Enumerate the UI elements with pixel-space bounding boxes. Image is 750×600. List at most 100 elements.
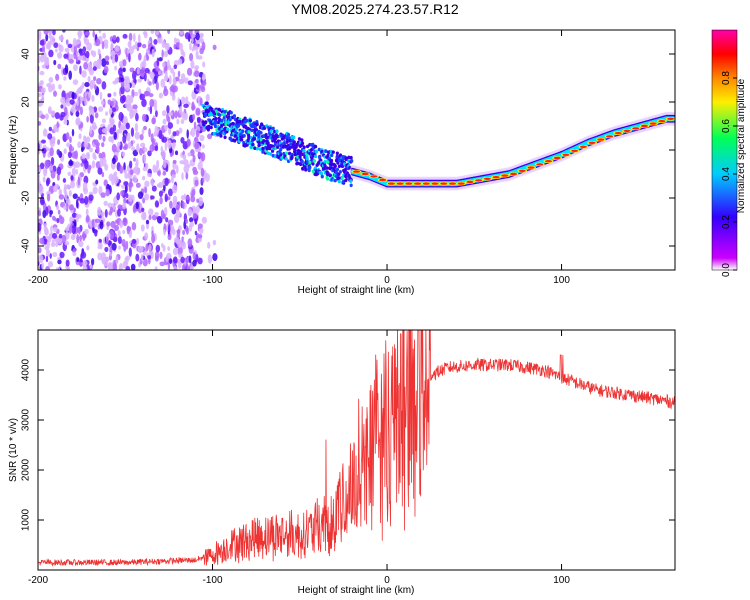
spectrogram-noise-blob: [178, 42, 184, 51]
spectrogram-noise-blob: [62, 178, 67, 183]
spectrogram-noise-blob: [144, 67, 150, 74]
spectrogram-noise-blob: [176, 118, 180, 125]
spectrogram-noise-blob: [113, 236, 118, 243]
spectrogram-noise-blob: [196, 198, 200, 203]
spectrogram-noise-blob: [122, 202, 127, 210]
spectrogram-track-blob: [299, 162, 303, 167]
spectrogram-noise-blob: [72, 37, 77, 47]
spectrogram-track-blob: [275, 129, 279, 134]
spectrogram-noise-blob: [176, 258, 182, 264]
colorbar-tick-label: 0.8: [721, 71, 732, 85]
spectrogram-noise-blob: [192, 212, 198, 219]
spectrogram-noise-blob: [38, 30, 42, 39]
spectrogram-noise-blob: [128, 247, 132, 257]
spectrogram-noise-blob: [181, 264, 186, 270]
snr-ylabel: SNR (10 * v/v): [8, 418, 19, 482]
spectrogram-noise-blob: [72, 64, 78, 71]
spectrogram-track-blob: [286, 139, 290, 143]
spectrogram-track-blob: [292, 140, 296, 144]
spectrogram-noise-blob: [87, 75, 91, 83]
colorbar-tick-label: 0.4: [721, 167, 732, 181]
spectrogram-track-blob: [329, 160, 333, 165]
spectrogram-noise-blob: [104, 55, 110, 62]
spectrogram-noise-blob: [98, 133, 102, 141]
spectrogram-noise-blob: [114, 53, 119, 63]
spectrogram-noise-blob: [172, 159, 177, 164]
spectrogram-noise-blob: [125, 240, 129, 250]
spectrogram-noise-blob: [83, 141, 89, 148]
spectrogram-noise-blob: [187, 163, 191, 168]
spectrogram-noise-blob: [53, 124, 57, 133]
spectrogram-track-blob: [223, 109, 227, 114]
spectrogram-track-blob: [269, 129, 273, 133]
spectrogram-noise-blob: [75, 110, 80, 118]
spectrogram-noise-blob: [115, 255, 119, 265]
x-tick-label: -100: [203, 275, 223, 286]
spectrogram-noise-blob: [155, 110, 158, 118]
spectrogram-noise-blob: [154, 266, 158, 270]
spectrogram-noise-blob: [133, 78, 137, 84]
spectrogram-noise-blob: [45, 113, 49, 120]
spectrogram-noise-blob: [176, 42, 180, 48]
y-tick-label: -20: [21, 190, 32, 205]
spectrogram-noise-blob: [83, 62, 88, 70]
spectrogram-noise-blob: [117, 204, 122, 211]
spectrogram-track-blob: [240, 137, 244, 142]
spectrogram-track-blob: [325, 177, 330, 181]
spectrogram-track-blob: [302, 148, 306, 153]
spectrogram-noise-blob: [154, 255, 159, 262]
spectrogram-noise-blob: [66, 119, 69, 126]
spectrogram-noise-blob: [93, 155, 97, 161]
spectrogram-track-blob: [264, 133, 268, 137]
spectrogram-noise-blob: [79, 96, 86, 102]
spectrogram-noise-blob: [76, 233, 80, 244]
spectrogram-track-blob: [210, 107, 214, 111]
spectrogram-noise-blob: [155, 166, 159, 173]
spectrogram-track-blob: [326, 150, 331, 155]
spectrogram-noise-blob: [169, 86, 174, 92]
spectrogram-noise-blob: [100, 100, 105, 106]
spectrogram-track-blob: [344, 167, 348, 172]
x-tick-label: 0: [384, 575, 390, 586]
spectrogram-noise-blob: [199, 97, 203, 106]
spectrogram-noise-blob: [191, 188, 196, 197]
spectrogram-noise-blob: [192, 259, 197, 267]
spectrogram-noise-blob: [118, 127, 123, 134]
spectrogram-track-blob: [220, 118, 224, 123]
spectrogram-noise-blob: [52, 215, 56, 221]
spectrogram-noise-blob: [180, 48, 185, 56]
spectrogram-xlabel: Height of straight line (km): [298, 285, 415, 296]
spectrogram-noise-blob: [162, 61, 166, 68]
spectrogram-noise-blob: [145, 222, 150, 230]
spectrogram-noise-blob: [117, 230, 121, 237]
spectrogram-noise-blob: [163, 228, 166, 236]
spectrogram-noise-blob: [185, 218, 189, 224]
spectrogram-noise-blob: [132, 104, 138, 110]
spectrogram-noise-blob: [97, 252, 102, 261]
spectrogram-noise-blob: [107, 232, 111, 239]
spectrogram-noise-blob: [127, 194, 133, 202]
spectrogram-noise-blob: [52, 90, 58, 97]
spectrogram-track-blob: [324, 149, 328, 153]
spectrogram-track-core: [440, 182, 448, 185]
spectrogram-noise-blob: [41, 262, 44, 270]
spectrogram-noise-blob: [201, 216, 207, 224]
spectrogram-noise-blob: [77, 55, 81, 61]
spectrogram-noise-blob: [134, 41, 138, 50]
spectrogram-noise-blob: [81, 70, 87, 78]
spectrogram-noise-blob: [159, 196, 163, 205]
spectrogram-track-blob: [250, 128, 254, 133]
spectrogram-noise-blob: [46, 193, 51, 202]
spectrogram-noise-blob: [123, 244, 127, 252]
spectrogram-noise-blob: [132, 32, 136, 42]
spectrogram-noise-blob: [182, 154, 187, 161]
spectrogram-noise-blob: [97, 206, 102, 216]
spectrogram-track-blob: [261, 150, 265, 154]
spectrogram-noise-blob: [111, 57, 116, 64]
spectrogram-noise-blob: [137, 42, 142, 48]
spectrogram-noise-blob: [63, 186, 67, 195]
spectrogram-noise-blob: [59, 216, 65, 225]
spectrogram-track-core: [422, 182, 430, 185]
spectrogram-noise-blob: [138, 88, 142, 95]
spectrogram-noise-blob: [46, 191, 52, 196]
